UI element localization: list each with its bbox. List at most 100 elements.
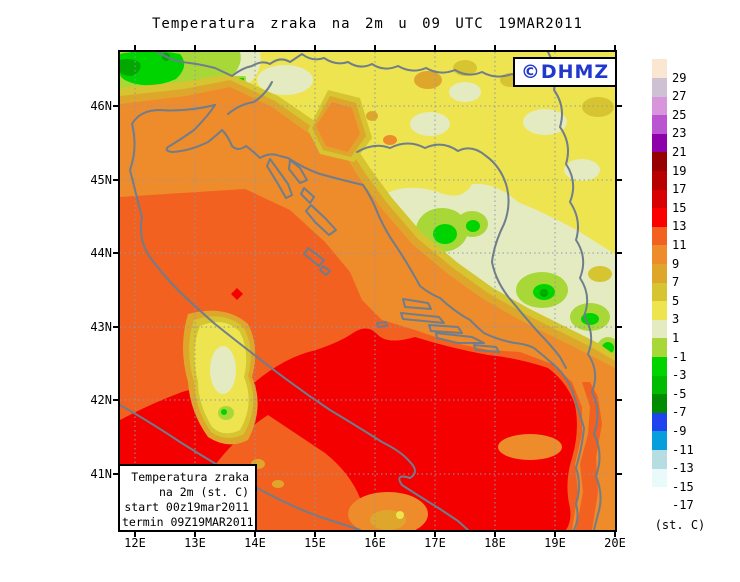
lon-tick-bottom [314,532,316,537]
lat-tick-right [617,473,622,475]
colorbar-tick--9: -9 [672,423,687,438]
colorbar-unit-label: (st. C) [654,518,706,532]
colorbar-tick-7: 7 [672,275,680,290]
colorbar-tick-3: 3 [672,312,680,327]
lon-label-17E: 17E [424,536,446,550]
colorbar-tick--1: -1 [672,349,687,364]
colorbar-tick-27: 27 [672,89,687,104]
lon-tick-bottom [374,532,376,537]
run-info-line-1: Temperatura zraka [131,470,249,484]
colorbar-swatch--5 [652,375,667,395]
colorbar-swatch-27 [652,78,667,97]
lat-tick-left [113,325,118,328]
colorbar-tick--13: -13 [672,461,694,476]
map-canvas [120,52,615,530]
colorbar-swatch-13 [652,208,667,227]
lat-tick-right [617,325,622,328]
lat-label-46N: 46N [90,99,112,113]
colorbar-tick--7: -7 [672,405,687,420]
run-info-line-4: termin 09Z19MAR2011 [122,515,254,529]
run-info-box: Temperatura zraka na 2m (st. C) start 00z1… [118,464,257,532]
lon-label-12E: 12E [124,536,146,550]
colorbar-swatch-3 [652,301,667,320]
lat-tick-right [617,178,622,181]
colorbar-swatch-11 [652,226,667,246]
lon-tick-bottom [494,532,496,537]
lat-tick-left [113,252,118,255]
lat-tick-right [617,399,622,402]
run-info-line-3: start 00z19mar2011 [124,500,249,514]
colorbar-tick--11: -11 [672,442,694,457]
colorbar-swatch-25 [652,96,667,116]
colorbar-tick-1: 1 [672,330,680,345]
colorbar-swatch-21 [652,133,667,153]
lon-tick-top [134,45,136,50]
colorbar-tick-17: 17 [672,182,687,197]
lon-tick-top [494,45,496,50]
lon-tick-top [314,45,316,50]
colorbar-swatch--3 [652,357,667,376]
colorbar-swatch-7 [652,264,667,283]
colorbar-swatch-23 [652,115,667,134]
colorbar-tick--17: -17 [672,498,694,513]
colorbar-swatch-17 [652,171,667,190]
lon-tick-bottom [614,532,616,537]
lon-label-20E: 20E [604,536,626,550]
colorbar-swatch-1 [652,319,667,339]
colorbar-swatch-9 [652,245,667,264]
colorbar-swatch-15 [652,189,667,209]
colorbar-tick-5: 5 [672,293,680,308]
lon-label-19E: 19E [544,536,566,550]
lon-tick-top [614,45,616,50]
temperature-map [118,50,617,532]
colorbar-swatch--17 [652,487,667,506]
lat-label-45N: 45N [90,172,112,187]
lon-tick-top [194,45,196,50]
colorbar-tick-23: 23 [672,126,687,141]
colorbar-swatch--1 [652,338,667,357]
colorbar-swatch--9 [652,412,667,432]
colorbar-swatch-19 [652,152,667,171]
run-info-line-2: na 2m (st. C) [158,485,249,499]
colorbar-tick-19: 19 [672,163,687,178]
lon-tick-bottom [434,532,436,537]
lat-tick-left [113,399,118,402]
colorbar-tick-11: 11 [672,237,687,252]
lon-tick-top [434,45,436,50]
lat-tick-right [617,252,622,255]
colorbar-swatch--13 [652,450,667,469]
lat-tick-right [617,105,622,107]
lat-label-42N: 42N [90,393,112,408]
lat-label-43N: 43N [90,319,112,334]
colorbar-tick--5: -5 [672,386,687,401]
colorbar-tick--15: -15 [672,479,694,494]
lon-tick-top [374,45,376,50]
lon-tick-bottom [554,532,556,537]
dhmz-stamp: ©DHMZ [513,57,617,87]
page-title: Temperatura zraka na 2m u 09 UTC 19MAR20… [151,16,583,32]
lon-tick-bottom [194,532,196,537]
lon-tick-top [254,45,256,50]
dhmz-stamp-text: ©DHMZ [520,61,610,83]
lat-label-44N: 44N [90,246,112,261]
colorbar-tick-21: 21 [672,144,687,159]
colorbar-swatch--7 [652,394,667,413]
colorbar-swatch-29 [652,59,667,78]
colorbar-tick-13: 13 [672,219,687,234]
lon-label-14E: 14E [244,536,266,550]
lat-tick-left [113,178,118,181]
colorbar-tick-25: 25 [672,107,687,122]
colorbar-tick-9: 9 [672,256,680,271]
lon-tick-top [554,45,556,50]
colorbar-tick-29: 29 [672,70,687,85]
lon-tick-bottom [134,532,136,537]
lat-tick-left [113,105,118,107]
lon-label-16E: 16E [364,536,386,550]
colorbar-tick--3: -3 [672,368,687,383]
lat-label-41N: 41N [90,467,112,481]
colorbar-swatch--15 [652,468,667,488]
lon-tick-bottom [254,532,256,537]
lon-label-15E: 15E [304,536,326,550]
colorbar-swatch--11 [652,431,667,450]
